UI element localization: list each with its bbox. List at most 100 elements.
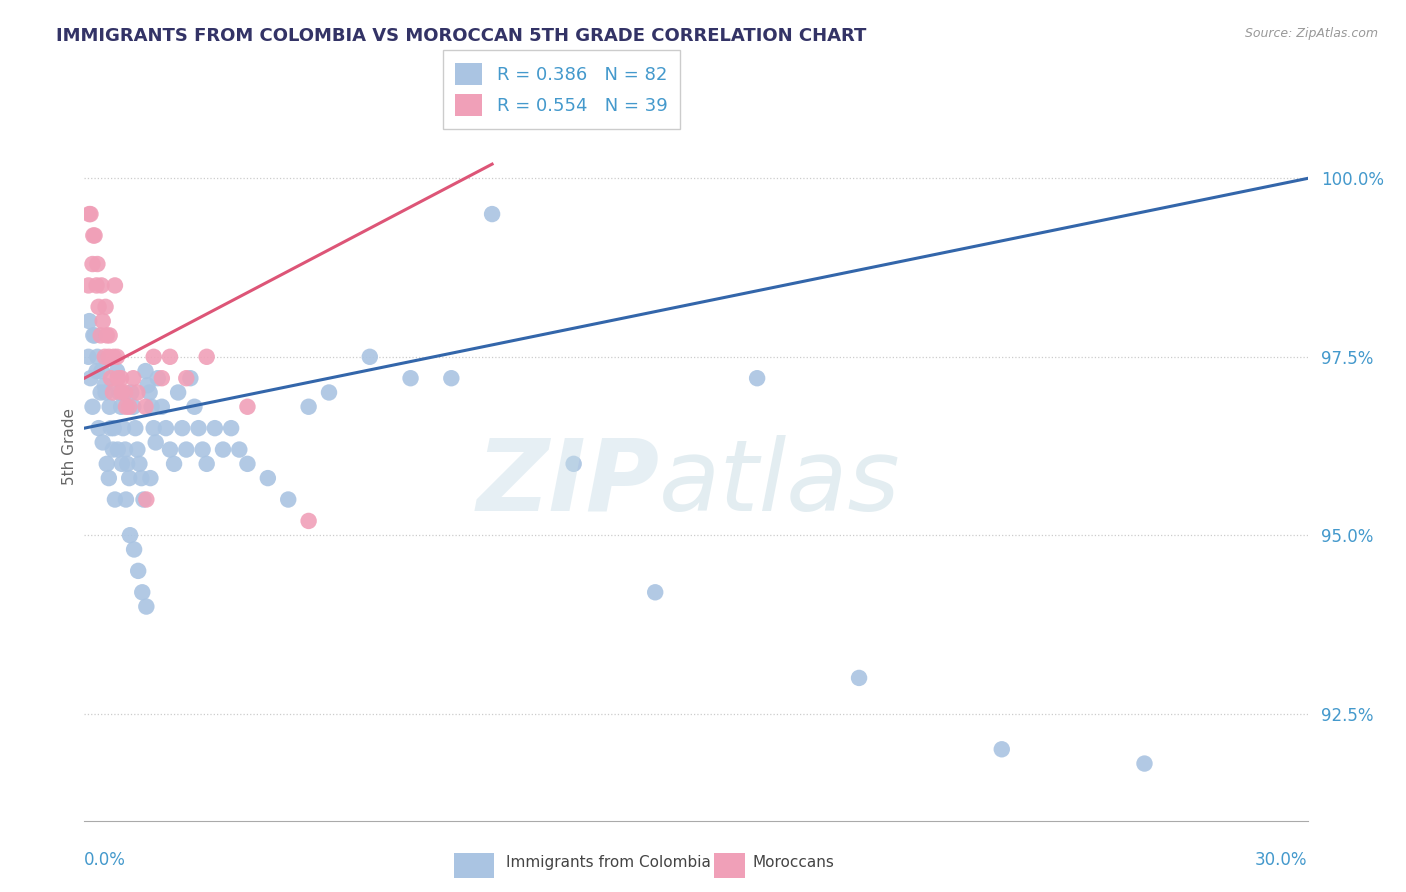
- Point: [124, 421, 146, 435]
- Point: [108, 385, 131, 400]
- Point: [98, 328, 121, 343]
- Text: atlas: atlas: [659, 435, 901, 532]
- Point: [136, 378, 159, 392]
- Point: [77, 350, 100, 364]
- Point: [111, 457, 134, 471]
- Point: [79, 371, 101, 385]
- Point: [318, 385, 340, 400]
- Point: [93, 378, 115, 392]
- Point: [172, 421, 194, 435]
- Point: [104, 492, 127, 507]
- Point: [132, 492, 155, 507]
- Point: [114, 442, 136, 457]
- Text: IMMIGRANTS FROM COLOMBIA VS MOROCCAN 5TH GRADE CORRELATION CHART: IMMIGRANTS FROM COLOMBIA VS MOROCCAN 5TH…: [56, 27, 866, 45]
- Point: [146, 371, 169, 385]
- Point: [101, 442, 124, 457]
- Point: [399, 371, 422, 385]
- Point: [138, 385, 160, 400]
- Point: [118, 528, 141, 542]
- Point: [195, 457, 218, 471]
- Point: [103, 350, 125, 364]
- Point: [82, 400, 104, 414]
- Point: [187, 421, 209, 435]
- Point: [135, 492, 157, 507]
- Point: [179, 371, 201, 385]
- Point: [212, 442, 235, 457]
- Text: 30.0%: 30.0%: [1256, 851, 1308, 869]
- Point: [101, 385, 124, 400]
- Point: [120, 385, 142, 400]
- Point: [86, 278, 108, 293]
- Point: [135, 364, 157, 378]
- Point: [93, 350, 115, 364]
- Point: [481, 207, 503, 221]
- Point: [163, 457, 186, 471]
- Point: [1133, 756, 1156, 771]
- Point: [90, 385, 112, 400]
- Point: [127, 564, 149, 578]
- Point: [96, 457, 118, 471]
- Point: [83, 228, 105, 243]
- Point: [122, 400, 145, 414]
- Point: [131, 471, 153, 485]
- Point: [122, 371, 145, 385]
- Text: 0.0%: 0.0%: [84, 851, 127, 869]
- Point: [83, 328, 105, 343]
- Point: [747, 371, 769, 385]
- Point: [174, 371, 197, 385]
- Point: [82, 328, 104, 343]
- Text: Moroccans: Moroccans: [752, 855, 834, 870]
- Point: [97, 471, 120, 485]
- Point: [105, 364, 128, 378]
- Point: [155, 421, 177, 435]
- Point: [90, 328, 112, 343]
- Text: Source: ZipAtlas.com: Source: ZipAtlas.com: [1244, 27, 1378, 40]
- Point: [107, 442, 129, 457]
- Point: [150, 371, 173, 385]
- Point: [142, 421, 165, 435]
- Point: [236, 457, 259, 471]
- Point: [79, 207, 101, 221]
- Point: [159, 350, 181, 364]
- Point: [115, 457, 138, 471]
- Text: Immigrants from Colombia: Immigrants from Colombia: [506, 855, 711, 870]
- Point: [219, 421, 242, 435]
- Point: [848, 671, 870, 685]
- Point: [191, 442, 214, 457]
- Point: [97, 350, 120, 364]
- Point: [91, 314, 114, 328]
- Point: [98, 400, 121, 414]
- Point: [107, 371, 129, 385]
- Point: [236, 400, 259, 414]
- Point: [91, 435, 114, 450]
- Point: [150, 400, 173, 414]
- Point: [115, 400, 138, 414]
- Point: [298, 514, 321, 528]
- Point: [991, 742, 1014, 756]
- Point: [82, 228, 104, 243]
- Point: [82, 257, 104, 271]
- Legend: R = 0.386   N = 82, R = 0.554   N = 39: R = 0.386 N = 82, R = 0.554 N = 39: [443, 51, 681, 128]
- Point: [644, 585, 666, 599]
- Point: [86, 257, 108, 271]
- Point: [118, 471, 141, 485]
- Point: [359, 350, 381, 364]
- Point: [103, 421, 125, 435]
- Point: [105, 350, 128, 364]
- Point: [195, 350, 218, 364]
- Point: [87, 421, 110, 435]
- Point: [298, 400, 321, 414]
- Point: [142, 350, 165, 364]
- Point: [159, 442, 181, 457]
- Point: [131, 585, 153, 599]
- Point: [127, 385, 149, 400]
- Point: [77, 207, 100, 221]
- Point: [100, 371, 122, 385]
- Point: [562, 457, 585, 471]
- Point: [86, 350, 108, 364]
- Point: [204, 421, 226, 435]
- Point: [100, 421, 122, 435]
- Point: [228, 442, 250, 457]
- Point: [141, 400, 163, 414]
- Point: [90, 278, 112, 293]
